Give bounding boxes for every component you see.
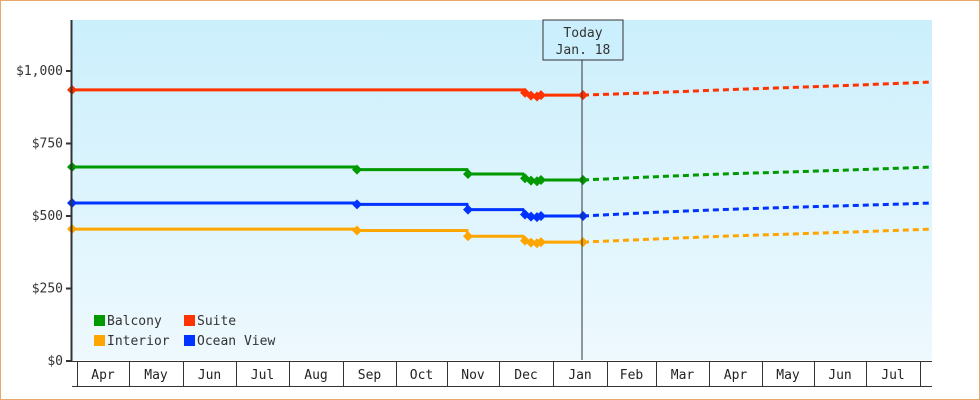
x-tick-label: Dec: [514, 368, 537, 383]
forecast-line: [582, 227, 933, 244]
data-point[interactable]: [352, 225, 362, 236]
x-tick-label: Jul: [881, 368, 904, 383]
data-point[interactable]: [536, 237, 546, 248]
legend-label: Ocean View: [197, 334, 275, 349]
legend: Balcony Suite Interior Ocean View: [94, 314, 275, 349]
x-axis: Apr May Jun Jul Aug Sep Oct Nov Dec Jan Feb Mar Apr M…: [72, 361, 932, 387]
y-tick-label: $500: [32, 209, 63, 224]
x-tick-label: Oct: [410, 368, 433, 383]
data-point[interactable]: [578, 175, 588, 186]
data-point[interactable]: [352, 164, 362, 175]
x-tick-label: Jun: [198, 368, 221, 383]
today-label: Today Jan. 18: [542, 19, 624, 61]
data-point[interactable]: [536, 211, 546, 221]
data-point[interactable]: [463, 231, 473, 242]
series-suite: [67, 80, 933, 102]
legend-swatch: [94, 335, 105, 346]
x-tick-label: Jun: [828, 368, 851, 383]
forecast-line: [582, 80, 933, 97]
data-point[interactable]: [463, 168, 473, 179]
x-tick-label: Apr: [91, 368, 115, 383]
data-point[interactable]: [578, 211, 588, 221]
x-tick-label: Jul: [251, 368, 274, 383]
y-tick-label: $250: [32, 282, 63, 297]
x-tick-label: Sep: [358, 368, 382, 383]
x-tick-label: Aug: [304, 368, 327, 383]
data-point[interactable]: [578, 237, 588, 248]
data-point[interactable]: [526, 90, 536, 101]
data-point[interactable]: [463, 204, 473, 215]
y-axis-ticks: $0 $250 $500 $750 $1,000: [16, 64, 72, 369]
legend-label: Interior: [107, 334, 170, 349]
series-ocean-view: [67, 197, 933, 223]
legend-swatch: [94, 315, 105, 326]
x-tick-label: May: [776, 368, 800, 383]
y-tick-label: $1,000: [16, 64, 63, 79]
legend-swatch: [184, 315, 195, 326]
series-interior: [67, 224, 933, 249]
legend-swatch: [184, 335, 195, 346]
data-point[interactable]: [536, 90, 546, 101]
data-point[interactable]: [526, 175, 536, 186]
series-layer: [67, 80, 933, 249]
plot-area: [72, 20, 932, 360]
x-tick-label: Mar: [671, 368, 695, 383]
x-tick-label: Apr: [724, 368, 748, 383]
data-point[interactable]: [352, 199, 362, 210]
x-tick-label: May: [144, 368, 168, 383]
x-tick-label: Feb: [620, 368, 644, 383]
forecast-line: [582, 201, 933, 218]
x-tick-label: Jan: [568, 368, 591, 383]
data-point[interactable]: [526, 211, 536, 222]
data-point[interactable]: [578, 90, 588, 101]
forecast-line: [582, 165, 933, 182]
data-point[interactable]: [536, 175, 546, 186]
today-label-line1: Today: [563, 26, 602, 41]
y-tick-label: $0: [47, 354, 63, 369]
legend-label: Suite: [197, 314, 236, 329]
data-point[interactable]: [526, 237, 536, 248]
legend-label: Balcony: [107, 314, 162, 329]
y-tick-label: $750: [32, 137, 63, 152]
today-label-line2: Jan. 18: [556, 43, 611, 58]
x-tick-label: Nov: [461, 368, 485, 383]
